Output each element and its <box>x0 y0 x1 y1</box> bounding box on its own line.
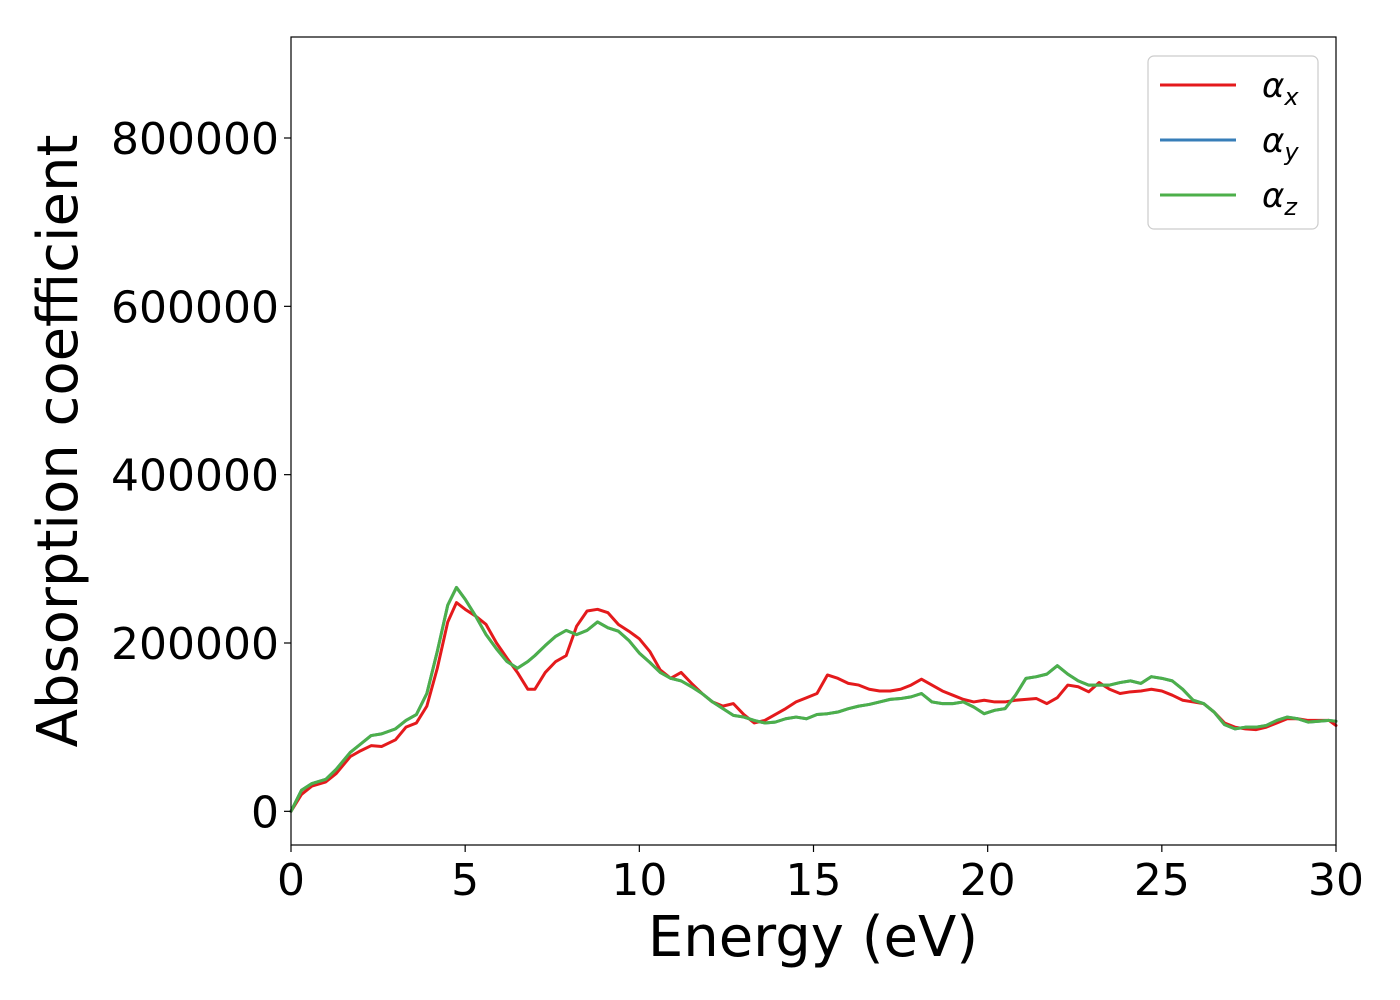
legend-label-z: αz <box>1262 176 1298 221</box>
y-axis: 0 200000 400000 600000 800000 <box>111 114 291 838</box>
legend-label-y: αy <box>1262 121 1299 166</box>
y-tick-label: 400000 <box>111 451 279 502</box>
x-tick-label: 25 <box>1134 855 1190 906</box>
legend-label-x: αx <box>1262 66 1299 111</box>
series-line-x <box>289 601 1338 813</box>
x-tick-label: 30 <box>1308 855 1364 906</box>
x-axis-title: Energy (eV) <box>648 905 978 970</box>
x-tick-label: 10 <box>611 855 667 906</box>
series-line-z <box>289 585 1338 813</box>
y-tick-label: 800000 <box>111 114 279 165</box>
legend: αx αy αz <box>1147 55 1319 230</box>
y-tick-label: 200000 <box>111 619 279 670</box>
x-tick-label: 15 <box>786 855 842 906</box>
x-axis: 0 5 10 15 20 25 30 <box>277 845 1364 906</box>
x-tick-label: 20 <box>960 855 1016 906</box>
y-tick-label: 0 <box>251 787 279 838</box>
y-tick-label: 600000 <box>111 282 279 333</box>
series-layer <box>289 585 1338 813</box>
x-tick-label: 0 <box>277 855 305 906</box>
x-tick-label: 5 <box>451 855 479 906</box>
y-axis-title: Absorption coefficient <box>26 135 91 748</box>
legend-box <box>1147 55 1319 230</box>
